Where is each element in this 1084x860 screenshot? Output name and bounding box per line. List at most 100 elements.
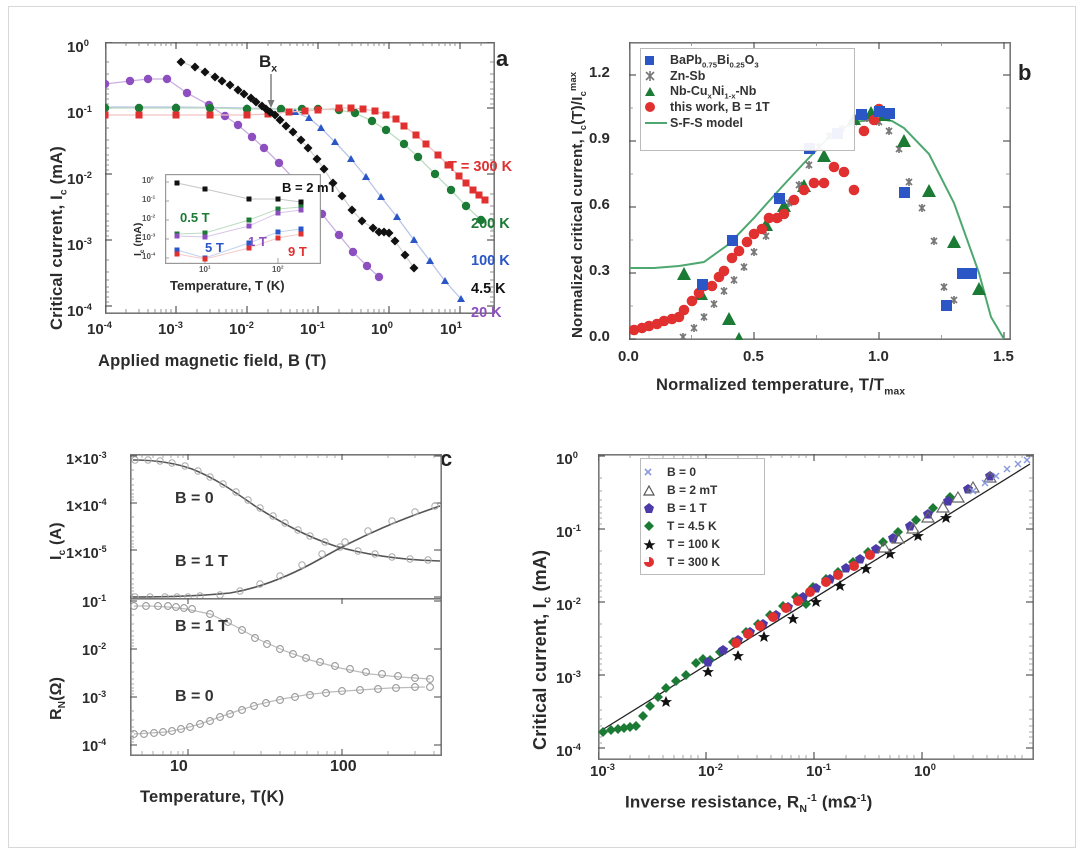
inset-ytick-4: 10-4 (142, 252, 156, 261)
panel-d-xlabel: Inverse resistance, RN-1 (mΩ-1) (625, 792, 872, 815)
legend-item-nbcunb[interactable]: Nb-CuxNi1-x-Nb (644, 84, 851, 100)
legend-label-znsb: Zn-Sb (670, 69, 706, 84)
line-icon (644, 119, 670, 127)
legend-item-b1t[interactable]: B = 1 T (643, 499, 762, 517)
panel-a-label-100K: 100 K (471, 253, 510, 269)
legend-item-bapbbio3[interactable]: BaPb0.75Bi0.25O3 (644, 53, 851, 69)
panel-a-label-20K: 20 K (471, 305, 502, 321)
inset-label-2mT: B = 2 mT (282, 180, 337, 195)
legend-item-t100k[interactable]: T = 100 K (643, 535, 762, 553)
panel-a-inset: Ic (mA) 100 10-1 10-2 10-3 10-4 101 102 … (130, 172, 378, 300)
circle-icon (644, 101, 670, 113)
legend-item-sfs-model[interactable]: S-F-S model (644, 115, 851, 131)
star-x-icon (644, 70, 670, 82)
panel-b-xtick-0p5: 0.5 (743, 348, 764, 365)
panel-d-xtick-2: 10-1 (806, 762, 831, 780)
series-B2mT (876, 470, 998, 553)
panel-a-xtick-4: 100 (371, 320, 393, 338)
bx-label-sub: x (271, 62, 278, 75)
panel-c-xlabel: Temperature, T(K) (140, 788, 285, 806)
inset-xlabel: Temperature, T (K) (170, 278, 285, 293)
panel-a-ytick-1: 10-1 (67, 104, 92, 122)
legend-label-b0: B = 0 (667, 465, 697, 479)
panel-c-ytick-top-2: 1×10-5 (66, 544, 107, 562)
legend-item-znsb[interactable]: Zn-Sb (644, 69, 851, 85)
inset-label-9T: 9 T (288, 244, 307, 259)
panel-b-xtick-1p5: 1.5 (993, 348, 1014, 365)
panel-c-label-top-b1t: B = 1 T (175, 553, 228, 570)
small-x-icon (643, 467, 667, 477)
panel-b: b Normalized critical current, Ic(T)/Icm… (556, 20, 1056, 410)
inset-xtick-1: 102 (272, 265, 284, 274)
panel-a-ytick-2: 10-2 (67, 170, 92, 188)
panel-c-ylabel-bottom: RN(Ω) (48, 677, 68, 720)
legend-label-t300k: T = 300 K (667, 555, 721, 569)
panel-b-ytick-1p2: 1.2 (589, 64, 610, 81)
panel-b-ylabel-sub: c (578, 124, 588, 131)
bx-label-main: B (259, 52, 272, 71)
points-ic-b0 (131, 456, 432, 564)
panel-c-letter: c (440, 446, 453, 471)
panel-d-ytick-2: 10-2 (556, 596, 581, 614)
legend-item-t300k[interactable]: T = 300 K (643, 553, 762, 571)
panel-d-ytick-4: 10-4 (556, 742, 581, 760)
panel-a-label-200K: 200 K (471, 216, 510, 232)
panel-a-xlabel: Applied magnetic field, B (T) (98, 352, 327, 370)
panel-b-ylabel-sub2: c (578, 91, 588, 97)
points-rn-b1t (130, 602, 434, 683)
panel-a-xtick-3: 10-1 (300, 320, 325, 338)
legend-label-b2mt: B = 2 mT (667, 483, 718, 497)
series-T100K (660, 512, 952, 707)
panel-d-xtick-3: 100 (914, 762, 936, 780)
legend-label-sfs-model: S-F-S model (670, 115, 743, 130)
points-rn-b0 (130, 683, 434, 738)
legend-label-nbcunb: Nb-CuxNi1-x-Nb (670, 83, 757, 101)
panel-c-ytick-bot-1: 10-2 (82, 641, 107, 659)
inset-ytick-3: 10-3 (142, 233, 156, 242)
curve-ic-b1t (132, 505, 441, 598)
panel-b-xlabel: Normalized temperature, T/Tmax (656, 376, 905, 397)
triangle-icon (644, 86, 670, 97)
panel-a-label-4p5K: 4.5 K (471, 281, 506, 297)
series-T300K (731, 550, 875, 648)
panel-a-ytick-0: 100 (67, 38, 89, 56)
panel-b-ytick-0p6: 0.6 (589, 196, 610, 213)
panel-b-ylabel-mid: (T)/I (569, 96, 586, 125)
inset-ytick-1: 10-1 (142, 195, 156, 204)
legend-label-t100k: T = 100 K (667, 537, 721, 551)
legend-item-t4p5k[interactable]: T = 4.5 K (643, 517, 762, 535)
legend-label-t4p5k: T = 4.5 K (667, 519, 717, 533)
panel-d: d Critical current, Ic (mA) 100 10-1 10-… (520, 430, 1060, 830)
panel-c-ytick-bot-2: 10-3 (82, 689, 107, 707)
inset-label-5T: 5 T (205, 240, 224, 255)
panel-c-ylabel-top-pre: I (48, 555, 65, 560)
panel-c: c Ic (A) RN(Ω) 1×10-3 1×10-4 1×10-5 10-1… (30, 430, 500, 830)
legend-label-bapbbio3: BaPb0.75Bi0.25O3 (670, 52, 759, 70)
inset-ytick-2: 10-2 (142, 214, 156, 223)
panel-d-xlabel-sup: -1 (807, 792, 817, 804)
legend-label-this-work: this work, B = 1T (670, 100, 770, 115)
panel-a-ytick-3: 10-3 (67, 236, 92, 254)
legend-item-b0[interactable]: B = 0 (643, 463, 762, 481)
panel-d-ylabel-sub: c (541, 596, 554, 604)
panel-d-xlabel-end: ) (866, 792, 873, 812)
panel-b-ylabel-pre: Normalized critical current, I (569, 130, 586, 338)
legend-item-this-work[interactable]: this work, B = 1T (644, 100, 851, 116)
panel-c-ytick-bot-0: 10-1 (82, 593, 107, 611)
panel-c-plot-bottom (130, 598, 442, 756)
panel-a-xtick-1: 10-3 (158, 320, 183, 338)
panel-b-ytick-0p3: 0.3 (589, 262, 610, 279)
panel-d-xtick-0: 10-3 (590, 762, 615, 780)
panel-d-ylabel-pre: Critical current, I (530, 603, 550, 750)
panel-c-label-bot-b1t: B = 1 T (175, 618, 228, 635)
panel-c-label-top-b0: B = 0 (175, 490, 214, 507)
curve-ic-b0 (132, 459, 441, 562)
legend-label-b1t: B = 1 T (667, 501, 707, 515)
panel-a-label-300K: T = 300 K (448, 159, 513, 175)
legend-item-b2mt[interactable]: B = 2 mT (643, 481, 762, 499)
panel-d-ylabel: Critical current, Ic (mA) (530, 550, 554, 750)
panel-b-xlabel-sub: max (884, 386, 906, 398)
panel-c-ylabel-bot-pre: R (48, 708, 65, 720)
panel-a-xtick-5: 101 (440, 320, 462, 338)
